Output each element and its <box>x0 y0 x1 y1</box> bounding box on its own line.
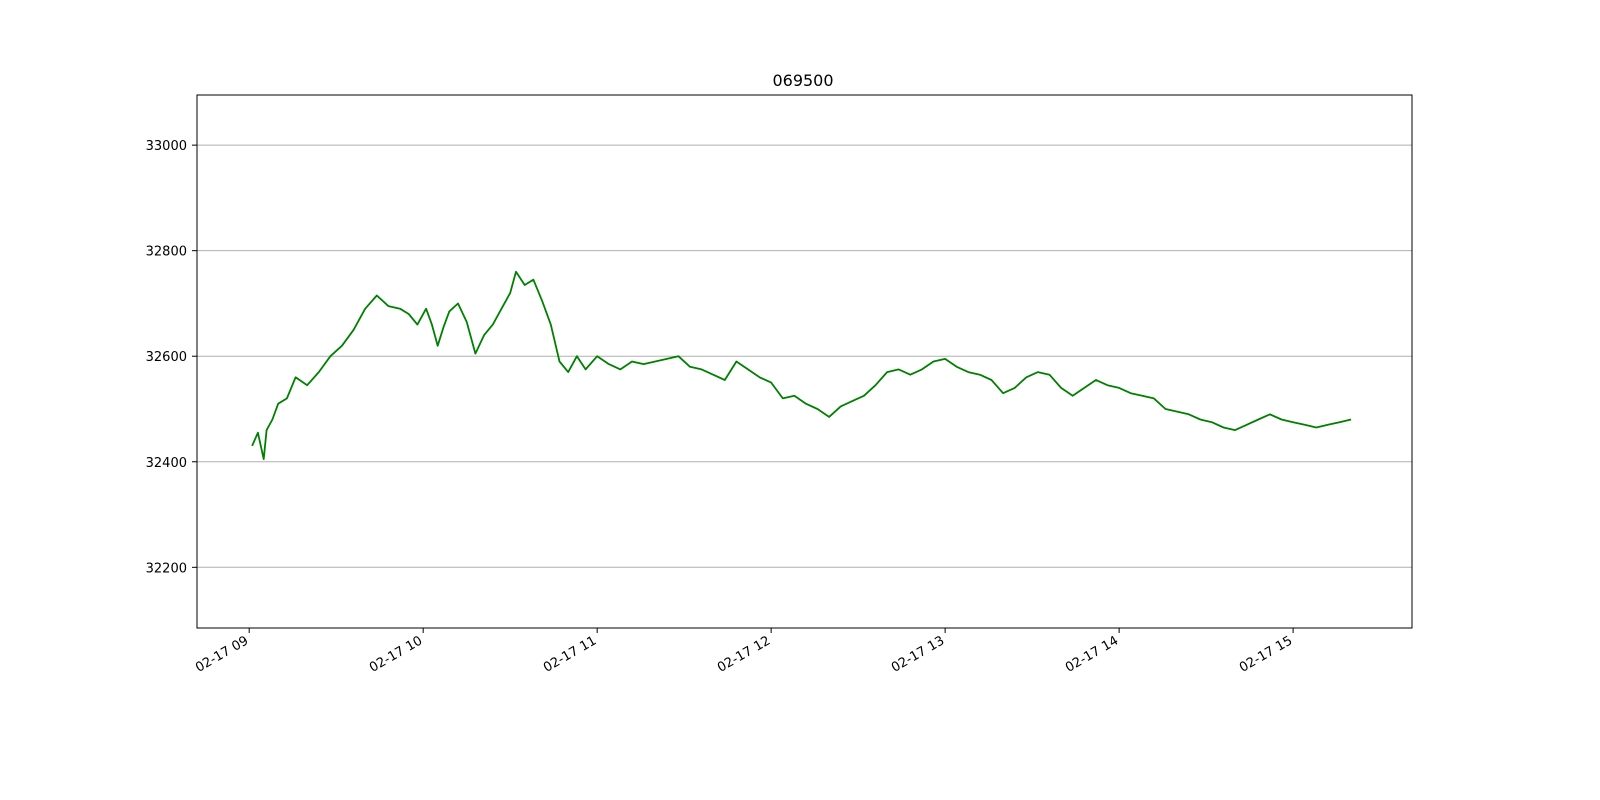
price-series-line <box>251 270 1352 461</box>
y-tick-label: 32600 <box>146 350 187 365</box>
y-gridlines <box>197 144 1412 568</box>
y-tick-label: 32800 <box>146 245 187 260</box>
y-axis: 32200 32400 32600 32800 33000 <box>146 139 197 576</box>
series-layer <box>251 270 1352 461</box>
y-tick-label: 32400 <box>146 456 187 471</box>
plot-frame <box>196 94 1413 629</box>
y-tick-label: 33000 <box>146 139 187 154</box>
y-tick-label: 32200 <box>146 561 187 576</box>
chart-title: 069500 <box>772 71 833 90</box>
